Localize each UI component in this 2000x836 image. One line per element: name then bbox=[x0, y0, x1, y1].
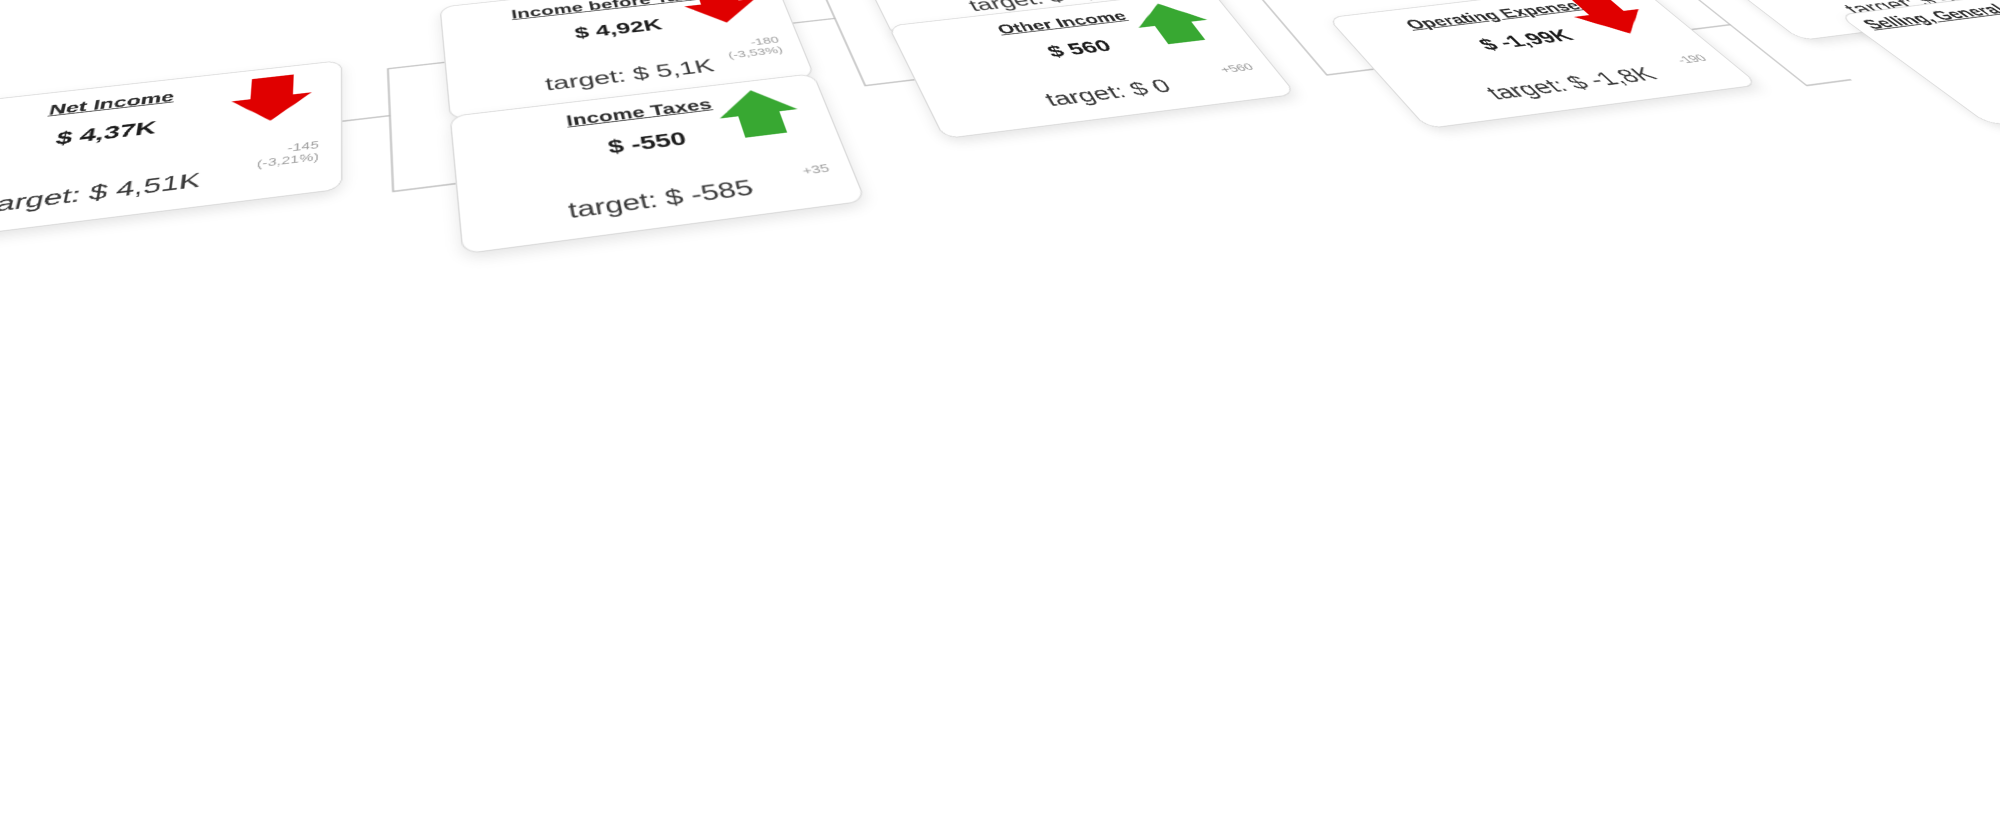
kpi-card-operating-expenses[interactable]: Operating Expenses $ -1,99K target: $ -1… bbox=[1327, 0, 1760, 130]
kpi-title: Net Income bbox=[47, 89, 176, 119]
kpi-delta-abs: +560 bbox=[1217, 61, 1257, 76]
kpi-value: $ -1,99K bbox=[1473, 25, 1579, 54]
kpi-card-net-income[interactable]: Net Income $ 4,37K target: $ 4,51K -145 … bbox=[0, 60, 343, 254]
kpi-value: $ 4,37K bbox=[54, 117, 158, 149]
kpi-delta-abs: -180 bbox=[748, 34, 781, 48]
kpi-value: $ 560 bbox=[1043, 36, 1115, 61]
kpi-value: $ -550 bbox=[606, 127, 689, 158]
kpi-value: $ 4,92K bbox=[573, 15, 664, 43]
kpi-delta-abs: +35 bbox=[800, 161, 832, 178]
kpi-delta-pct: (-3,21%) bbox=[256, 150, 320, 170]
kpi-delta-pct bbox=[1685, 63, 1711, 66]
kpi-delta: +560 bbox=[1217, 61, 1257, 76]
kpi-delta-abs: -190 bbox=[1672, 52, 1711, 66]
kpi-delta: -190 bbox=[1672, 52, 1711, 66]
kpi-card-selling-general-administrative[interactable]: Selling, General & Administrative $ -1,2… bbox=[1837, 0, 2000, 126]
kpi-delta-abs: -145 bbox=[286, 138, 320, 155]
kpi-title: Operating Expenses bbox=[1402, 0, 1596, 33]
kpi-title: Income before Taxes bbox=[510, 0, 714, 22]
kpi-delta-pct bbox=[1226, 72, 1257, 76]
arrow-up-icon bbox=[709, 84, 810, 142]
kpi-delta: -145 (-3,21%) bbox=[256, 138, 320, 170]
kpi-target: target: $ -1,8K bbox=[1480, 63, 1664, 105]
kpi-target: target: $ -1,2K bbox=[1944, 49, 2000, 113]
arrow-down-icon bbox=[225, 71, 315, 128]
kpi-delta: -180 (-3,53%) bbox=[723, 34, 785, 61]
arrow-up-icon bbox=[1120, 0, 1226, 48]
kpi-delta-pct bbox=[805, 175, 831, 178]
kpi-target: target: $ 0 bbox=[1040, 75, 1176, 111]
kpi-delta-pct: (-3,53%) bbox=[726, 44, 785, 61]
kpi-value: $ -1,26K bbox=[1891, 14, 2000, 72]
kpi-card-other-income[interactable]: Other Income $ 560 target: $ 0 +560 bbox=[887, 0, 1297, 140]
arrow-down-icon bbox=[675, 0, 766, 28]
kpi-target: target: $ -585 bbox=[566, 175, 757, 224]
kpi-delta: +35 bbox=[800, 161, 832, 178]
arrow-down-icon bbox=[1550, 0, 1667, 39]
kpi-target: target: $ 4,51K bbox=[0, 168, 202, 219]
